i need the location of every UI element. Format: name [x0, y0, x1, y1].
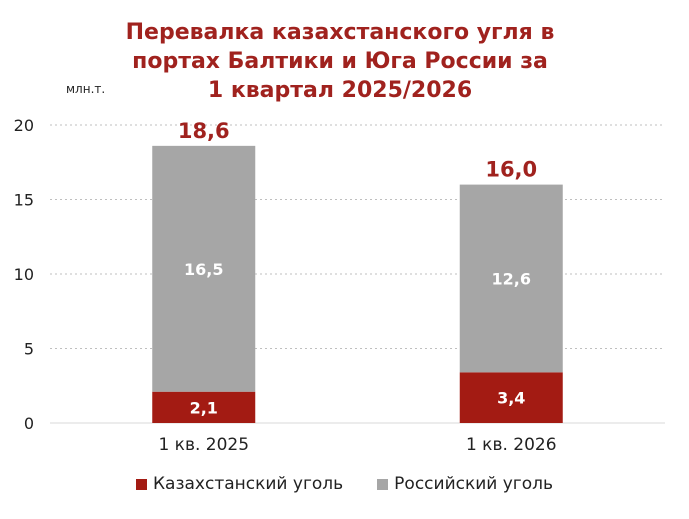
legend-swatch-kazakh	[135, 478, 147, 490]
data-label-russian-0: 16,5	[184, 260, 223, 279]
legend-label-kazakh: Казахстанский уголь	[152, 474, 344, 494]
x-tick-label-0: 1 кв. 2025	[158, 435, 249, 455]
data-label-kazakh-1: 3,4	[497, 389, 525, 408]
legend-label-russian: Российский уголь	[394, 474, 554, 494]
bar-kazakh-0	[152, 391, 256, 423]
data-label-kazakh-0: 2,1	[190, 398, 218, 417]
title-line-3: 1 квартал 2025/2026	[207, 78, 473, 103]
legend-swatch-russian	[377, 478, 389, 490]
y-tick-label-2: 10	[14, 265, 34, 284]
y-tick-label-0: 0	[24, 414, 34, 433]
bar-russian-1	[459, 184, 563, 373]
y-tick-label-4: 20	[14, 116, 34, 135]
legend-item-kazakh: Казахстанский уголь	[135, 474, 344, 494]
title-line-1: Перевалка казахстанского угля в	[125, 20, 555, 45]
legend: Казахстанский уголь Российский уголь	[0, 474, 689, 494]
data-label-russian-1: 12,6	[492, 269, 531, 288]
unit-label: млн.т.	[66, 82, 106, 96]
chart-title: Перевалка казахстанского угля в портах Б…	[40, 18, 640, 105]
total-label-0: 18,6	[178, 119, 230, 143]
y-tick-label-1: 5	[24, 340, 34, 359]
y-tick-label-3: 15	[14, 191, 34, 210]
title-line-2: портах Балтики и Юга России за	[132, 49, 548, 74]
total-label-1: 16,0	[485, 158, 537, 182]
bar-russian-0	[152, 145, 256, 392]
chart-plot: 0 5 10 15 20 2,1 16,5 18,6 1 кв. 2025 3,4 12,6 16,0…	[14, 116, 665, 455]
bar-kazakh-1	[459, 372, 563, 423]
legend-item-russian: Российский уголь	[377, 474, 553, 494]
x-tick-label-1: 1 кв. 2026	[466, 435, 557, 455]
